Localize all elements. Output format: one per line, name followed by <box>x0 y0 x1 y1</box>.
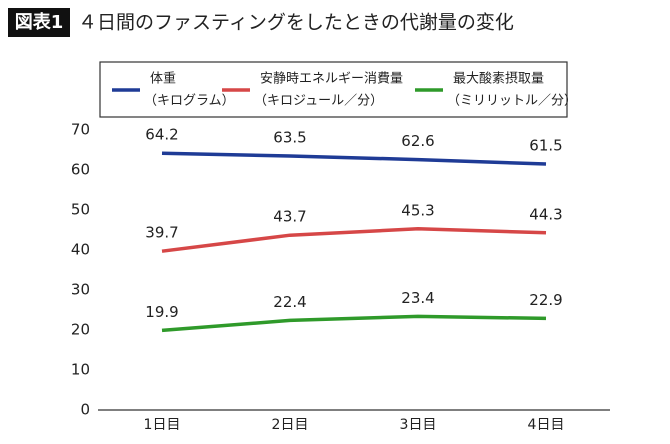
legend-label: 最大酸素摂取量 <box>453 71 544 87</box>
data-label: 63.5 <box>273 129 306 147</box>
legend-box <box>99 61 568 118</box>
y-tick-label: 70 <box>71 121 90 139</box>
x-tick-label: 2日目 <box>272 417 309 433</box>
data-label: 61.5 <box>529 137 562 155</box>
data-label: 43.7 <box>273 208 306 226</box>
legend-unit: （ミリリットル／分） <box>447 94 577 109</box>
x-tick-label: 3日目 <box>400 417 437 433</box>
data-label: 45.3 <box>401 201 434 219</box>
legend-label: 体重 <box>150 71 176 87</box>
legend-unit: （キロジュール／分） <box>254 94 383 109</box>
figure-label: 図表1 <box>15 11 64 33</box>
legend-label: 安静時エネルギー消費量 <box>260 72 403 87</box>
data-label: 22.9 <box>529 291 562 309</box>
chart-title: ４日間のファスティングをしたときの代謝量の変化 <box>78 12 514 34</box>
x-tick-label: 4日目 <box>528 417 565 433</box>
y-tick-label: 50 <box>71 201 90 219</box>
data-label: 23.4 <box>401 289 434 307</box>
legend-unit: （キログラム） <box>144 94 235 109</box>
y-tick-label: 0 <box>80 401 90 419</box>
series-line <box>161 227 547 253</box>
data-label: 22.4 <box>273 293 306 311</box>
label-box <box>8 8 70 37</box>
y-tick-label: 40 <box>71 241 90 259</box>
data-label: 39.7 <box>145 224 178 242</box>
x-tick-label: 1日目 <box>144 417 181 433</box>
y-tick-label: 60 <box>71 161 90 179</box>
y-tick-label: 30 <box>71 281 90 299</box>
series-line <box>161 151 547 166</box>
data-label: 64.2 <box>145 126 178 144</box>
data-label: 44.3 <box>529 205 562 223</box>
y-tick-label: 20 <box>71 321 90 339</box>
data-label: 62.6 <box>401 132 434 150</box>
data-label: 19.9 <box>145 303 178 321</box>
y-tick-label: 10 <box>71 361 90 379</box>
series-line <box>161 314 547 333</box>
